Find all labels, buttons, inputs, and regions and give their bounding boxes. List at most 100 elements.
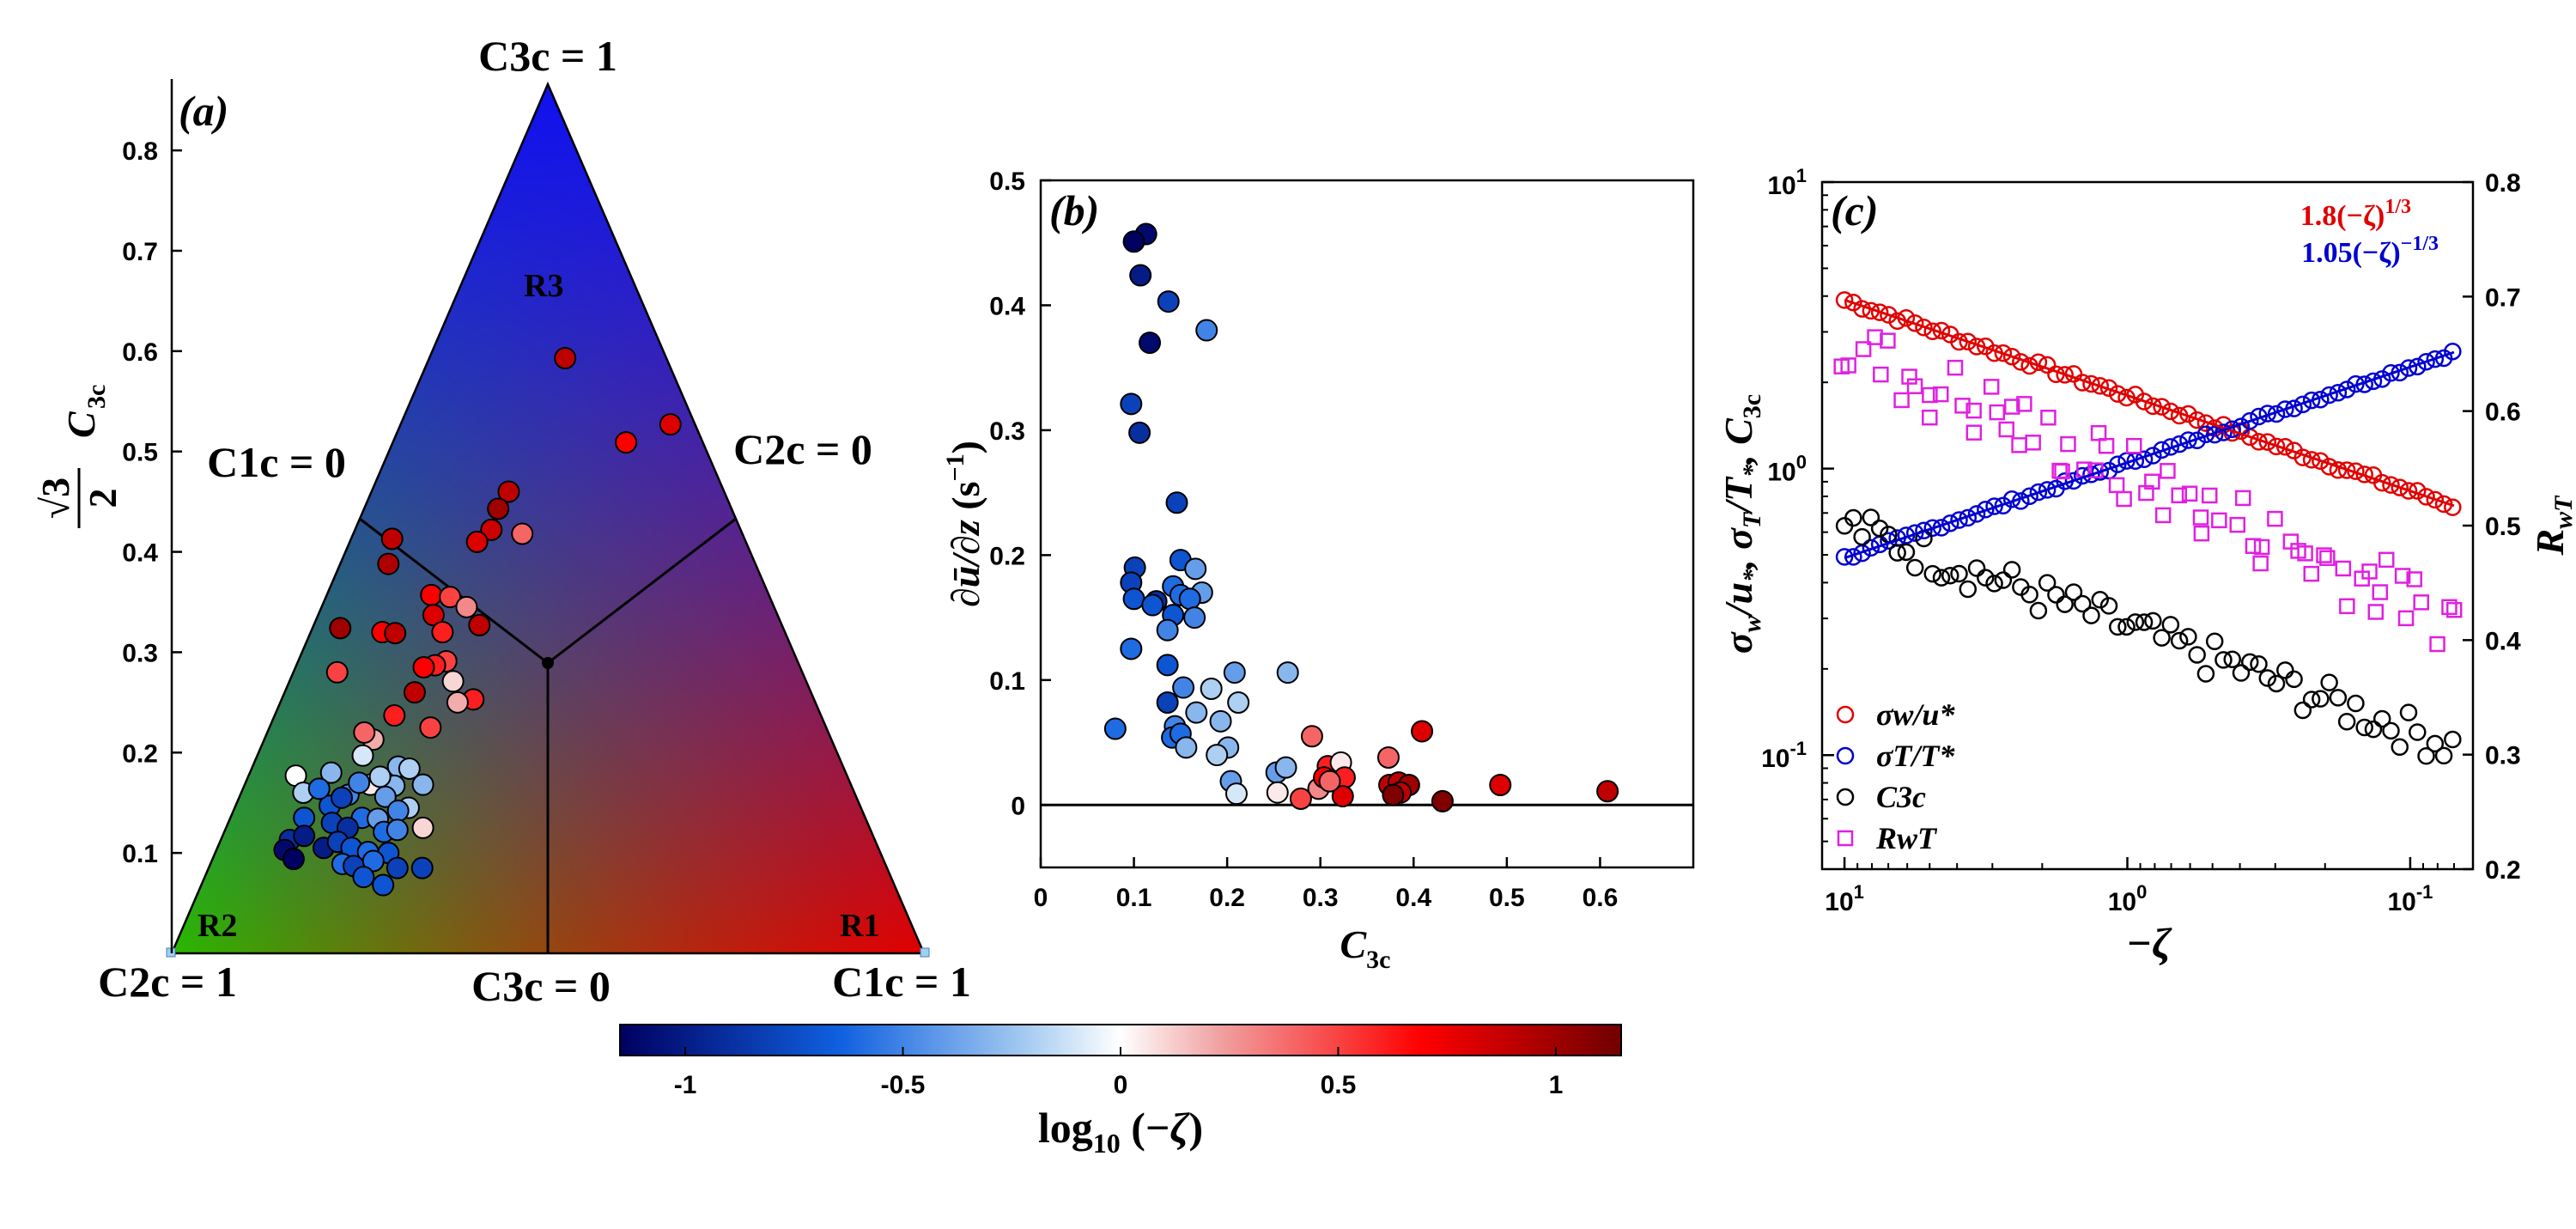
- y-ticks-b: 0 0.1 0.2 0.3 0.4 0.5: [989, 167, 1051, 820]
- data-point: [1156, 654, 1179, 677]
- rwt-marker: [1922, 386, 1938, 404]
- rwt-marker: [2193, 525, 2210, 542]
- data-point: [411, 773, 434, 796]
- y-right-tick-label: 0.8: [2485, 169, 2521, 198]
- rwt-marker: [1954, 398, 1971, 414]
- rwt-marker: [2054, 463, 2070, 480]
- series-marker: [2029, 601, 2048, 620]
- data-point: [361, 849, 385, 873]
- data-point: [1274, 756, 1297, 779]
- rwt-marker: [1998, 421, 2014, 438]
- series-marker: [2337, 461, 2356, 479]
- rwt-marker: [2394, 568, 2411, 584]
- rwt-marker: [1983, 379, 2000, 395]
- data-point: [1139, 332, 1162, 355]
- series-marker: [2426, 490, 2445, 509]
- series-marker: [2276, 661, 2294, 679]
- series-marker: [2329, 689, 2348, 707]
- series-marker: [1941, 566, 1959, 585]
- svg-text:2: 2: [81, 489, 125, 508]
- series-marker: [2258, 433, 2277, 451]
- series-marker: [2320, 386, 2338, 405]
- rwt-marker: [1840, 357, 1856, 374]
- fit-line: [1844, 350, 2455, 560]
- series-marker: [2293, 701, 2312, 720]
- series-marker: [2399, 703, 2418, 721]
- rwt-marker: [2154, 507, 2172, 524]
- series-marker: [1994, 571, 2013, 589]
- rwt-marker: [1855, 341, 1872, 357]
- series-marker: [2091, 377, 2110, 395]
- edge-label-left: C1c = 0: [207, 438, 346, 486]
- series-marker: [2267, 437, 2286, 456]
- rwt-marker: [1989, 404, 2006, 421]
- y-tick-label: 0.2: [122, 739, 158, 768]
- legend-label: σT/T*: [1876, 739, 1955, 773]
- data-point: [480, 518, 503, 541]
- y-tick-label: 0.5: [989, 167, 1025, 196]
- series-marker: [2302, 691, 2321, 709]
- data-point: [439, 586, 462, 609]
- plot-frame-b: [1039, 179, 1695, 869]
- data-point: [1331, 785, 1354, 808]
- svg-text:3c: 3c: [82, 385, 111, 409]
- rwt-marker: [2297, 545, 2313, 562]
- colorbar-tick-label: 0.5: [1321, 1071, 1357, 1099]
- edge-label-bottom: C3c = 0: [471, 962, 611, 1010]
- series-marker: [2020, 585, 2038, 604]
- series-marker: [2293, 395, 2312, 414]
- series-marker: [2372, 709, 2391, 728]
- series-marker: [2161, 438, 2180, 456]
- series-marker: [2337, 380, 2356, 399]
- series-marker: [2056, 366, 2074, 384]
- data-point: [412, 655, 435, 678]
- data-point: [1172, 676, 1195, 699]
- corner-marker-right: [920, 947, 930, 958]
- series-marker: [1967, 559, 1986, 577]
- panel-label-b: (b): [1049, 186, 1099, 234]
- legend-marker: [1836, 746, 1855, 765]
- data-point: [497, 480, 520, 503]
- data-point: [1128, 421, 1151, 444]
- rwt-marker: [2406, 571, 2422, 587]
- data-point: [659, 413, 682, 436]
- corner-label-top: C3c = 1: [478, 32, 617, 80]
- data-point: [1489, 774, 1512, 796]
- edge-label-right: C2c = 0: [733, 425, 872, 473]
- svg-text:RwT: RwT: [2528, 495, 2576, 557]
- data-point: [348, 771, 371, 794]
- fit-label-blue: 1.05(−ζ)−1/3: [2301, 233, 2439, 269]
- x-ticks-b: 0 0.1 0.2 0.3 0.4 0.5 0.6: [1034, 857, 1618, 912]
- y-right-tick-label: 0.7: [2485, 283, 2521, 312]
- series-marker: [2444, 342, 2462, 361]
- data-point: [1120, 392, 1143, 416]
- series-marker: [2382, 721, 2400, 740]
- data-point: [487, 497, 510, 520]
- y-ticks-right-c: 0.2 0.3 0.4 0.5 0.6 0.7 0.8: [2463, 169, 2521, 885]
- series-marker: [1959, 580, 1978, 599]
- y-ticks-a: 0.1 0.2 0.3 0.4 0.5 0.6 0.7 0.8: [122, 137, 182, 868]
- series-marker: [1959, 332, 1978, 351]
- colorbar-ticks: -1 -0.5 0 0.5 1: [674, 1047, 1563, 1099]
- rwt-marker: [2267, 510, 2283, 527]
- rwt-marker: [1922, 409, 1938, 426]
- x-tick-label: 0.1: [1116, 884, 1152, 912]
- series-marker: [2426, 350, 2445, 368]
- series-marker: [2135, 392, 2154, 411]
- y-axis-title-right-c: RwT: [2528, 495, 2576, 557]
- series-marker: [1923, 564, 1941, 583]
- data-point: [282, 848, 305, 871]
- y-tick-label: 0.3: [122, 639, 158, 667]
- y-right-tick-label: 0.4: [2485, 627, 2521, 655]
- series-marker: [2117, 618, 2136, 636]
- data-point: [1223, 661, 1246, 684]
- rwt-marker: [2441, 599, 2458, 616]
- series-marker: [1870, 519, 1889, 538]
- series-marker: [2258, 669, 2277, 687]
- series-marker: [1905, 558, 1924, 577]
- series-marker: [2002, 561, 2021, 579]
- panel-c: 101 100 10-1 10-1 100 101 0.2 0.3 0.4 0.5 0.6 0.7…: [1716, 165, 2576, 967]
- data-point: [386, 818, 409, 842]
- series-marker: [2038, 574, 2057, 592]
- rwt-marker: [2025, 435, 2041, 451]
